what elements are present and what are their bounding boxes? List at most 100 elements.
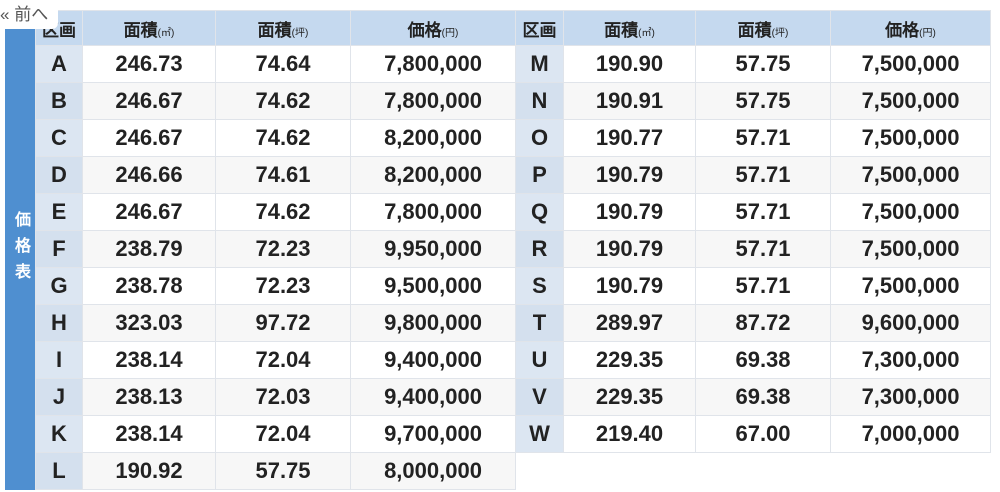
cell-area-tsubo: 74.62 bbox=[215, 119, 351, 157]
cell-area-m2: 238.78 bbox=[82, 267, 216, 305]
header-area-m2: 面積(㎡) bbox=[82, 10, 216, 46]
cell-area-m2: 246.67 bbox=[82, 82, 216, 120]
header-area-tsubo: 面積(坪) bbox=[215, 10, 351, 46]
cell-area-m2: 246.66 bbox=[82, 156, 216, 194]
table-row: V 229.35 69.38 7,300,000 bbox=[515, 378, 991, 416]
cell-area-m2: 238.14 bbox=[82, 341, 216, 379]
cell-price: 9,800,000 bbox=[350, 304, 516, 342]
cell-area-tsubo: 72.23 bbox=[215, 230, 351, 268]
cell-area-tsubo: 57.75 bbox=[215, 452, 351, 490]
header-area-m2: 面積(㎡) bbox=[563, 10, 696, 46]
cell-section: H bbox=[35, 304, 83, 342]
cell-section: F bbox=[35, 230, 83, 268]
cell-area-tsubo: 72.03 bbox=[215, 378, 351, 416]
back-label: 前へ bbox=[14, 5, 49, 24]
cell-area-tsubo: 57.71 bbox=[695, 267, 831, 305]
cell-section: T bbox=[515, 304, 564, 342]
cell-price: 9,950,000 bbox=[350, 230, 516, 268]
cell-section: R bbox=[515, 230, 564, 268]
cell-area-m2: 229.35 bbox=[563, 378, 696, 416]
cell-area-tsubo: 74.64 bbox=[215, 45, 351, 83]
cell-area-tsubo: 67.00 bbox=[695, 415, 831, 453]
table-row: N 190.91 57.75 7,500,000 bbox=[515, 82, 991, 120]
table-row: F 238.79 72.23 9,950,000 bbox=[35, 230, 516, 268]
cell-section: W bbox=[515, 415, 564, 453]
table-row: D 246.66 74.61 8,200,000 bbox=[35, 156, 516, 194]
cell-section: G bbox=[35, 267, 83, 305]
cell-price: 9,700,000 bbox=[350, 415, 516, 453]
table-row: G 238.78 72.23 9,500,000 bbox=[35, 267, 516, 305]
cell-area-m2: 238.13 bbox=[82, 378, 216, 416]
cell-section: O bbox=[515, 119, 564, 157]
cell-section: C bbox=[35, 119, 83, 157]
cell-section: M bbox=[515, 45, 564, 83]
cell-price: 7,500,000 bbox=[830, 267, 991, 305]
cell-area-m2: 190.79 bbox=[563, 267, 696, 305]
table-row: Q 190.79 57.71 7,500,000 bbox=[515, 193, 991, 231]
cell-area-tsubo: 74.62 bbox=[215, 82, 351, 120]
cell-section: L bbox=[35, 452, 83, 490]
header-area-tsubo: 面積(坪) bbox=[695, 10, 831, 46]
cell-area-m2: 190.79 bbox=[563, 230, 696, 268]
cell-price: 7,500,000 bbox=[830, 45, 991, 83]
table-row: E 246.67 74.62 7,800,000 bbox=[35, 193, 516, 231]
back-link[interactable]: « 前へ bbox=[0, 0, 59, 29]
cell-price: 7,800,000 bbox=[350, 45, 516, 83]
header-section: 区画 bbox=[515, 10, 564, 46]
cell-area-tsubo: 74.61 bbox=[215, 156, 351, 194]
cell-area-tsubo: 87.72 bbox=[695, 304, 831, 342]
cell-price: 8,200,000 bbox=[350, 156, 516, 194]
cell-price: 9,400,000 bbox=[350, 378, 516, 416]
cell-section: K bbox=[35, 415, 83, 453]
cell-section: A bbox=[35, 45, 83, 83]
table-row: R 190.79 57.71 7,500,000 bbox=[515, 230, 991, 268]
cell-area-tsubo: 72.04 bbox=[215, 415, 351, 453]
cell-area-m2: 323.03 bbox=[82, 304, 216, 342]
cell-price: 7,300,000 bbox=[830, 378, 991, 416]
cell-price: 7,800,000 bbox=[350, 193, 516, 231]
cell-area-tsubo: 97.72 bbox=[215, 304, 351, 342]
cell-area-tsubo: 74.62 bbox=[215, 193, 351, 231]
cell-section: D bbox=[35, 156, 83, 194]
cell-area-m2: 190.79 bbox=[563, 156, 696, 194]
cell-price: 7,500,000 bbox=[830, 82, 991, 120]
cell-area-tsubo: 57.71 bbox=[695, 230, 831, 268]
table-row: J 238.13 72.03 9,400,000 bbox=[35, 378, 516, 416]
table-row: C 246.67 74.62 8,200,000 bbox=[35, 119, 516, 157]
cell-area-tsubo: 72.23 bbox=[215, 267, 351, 305]
cell-price: 7,500,000 bbox=[830, 119, 991, 157]
table-row: U 229.35 69.38 7,300,000 bbox=[515, 341, 991, 379]
table-row: T 289.97 87.72 9,600,000 bbox=[515, 304, 991, 342]
table-row: W 219.40 67.00 7,000,000 bbox=[515, 415, 991, 453]
table-row: S 190.79 57.71 7,500,000 bbox=[515, 267, 991, 305]
cell-section: S bbox=[515, 267, 564, 305]
table-row: K 238.14 72.04 9,700,000 bbox=[35, 415, 516, 453]
cell-section: I bbox=[35, 341, 83, 379]
cell-price: 7,000,000 bbox=[830, 415, 991, 453]
cell-area-tsubo: 69.38 bbox=[695, 378, 831, 416]
table-row: H 323.03 97.72 9,800,000 bbox=[35, 304, 516, 342]
cell-price: 7,500,000 bbox=[830, 156, 991, 194]
header-price: 価格(円) bbox=[830, 10, 991, 46]
cell-section: V bbox=[515, 378, 564, 416]
cell-area-m2: 246.67 bbox=[82, 193, 216, 231]
table-row: M 190.90 57.75 7,500,000 bbox=[515, 45, 991, 83]
table-row: A 246.73 74.64 7,800,000 bbox=[35, 45, 516, 83]
cell-area-tsubo: 57.71 bbox=[695, 119, 831, 157]
cell-area-tsubo: 57.75 bbox=[695, 82, 831, 120]
cell-area-m2: 190.91 bbox=[563, 82, 696, 120]
cell-area-m2: 246.67 bbox=[82, 119, 216, 157]
cell-price: 7,300,000 bbox=[830, 341, 991, 379]
table-row: P 190.79 57.71 7,500,000 bbox=[515, 156, 991, 194]
price-table-left: 区画 面積(㎡) 面積(坪) 価格(円) A 246.73 74.64 7,800,0… bbox=[35, 10, 516, 490]
cell-section: B bbox=[35, 82, 83, 120]
cell-area-m2: 229.35 bbox=[563, 341, 696, 379]
cell-price: 7,500,000 bbox=[830, 193, 991, 231]
cell-area-m2: 289.97 bbox=[563, 304, 696, 342]
cell-section: J bbox=[35, 378, 83, 416]
cell-area-tsubo: 69.38 bbox=[695, 341, 831, 379]
price-table-side-label: 価格表 bbox=[5, 10, 35, 490]
cell-price: 9,600,000 bbox=[830, 304, 991, 342]
cell-section: U bbox=[515, 341, 564, 379]
table-row: I 238.14 72.04 9,400,000 bbox=[35, 341, 516, 379]
